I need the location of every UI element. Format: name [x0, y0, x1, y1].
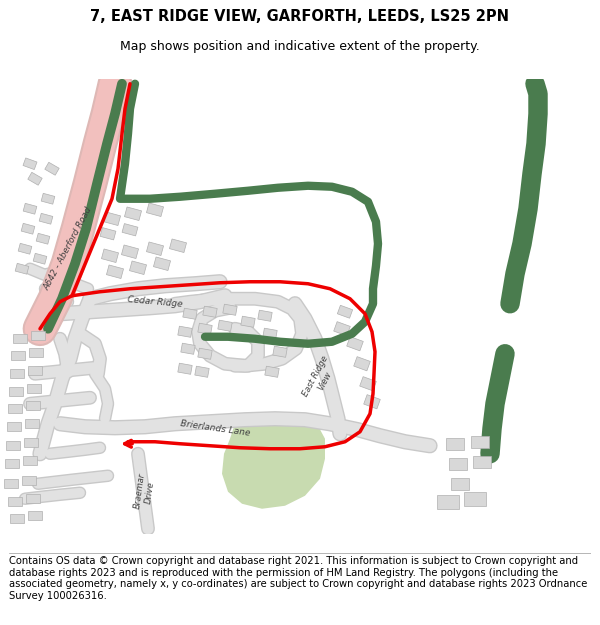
- FancyBboxPatch shape: [25, 419, 39, 428]
- FancyBboxPatch shape: [169, 239, 187, 252]
- FancyBboxPatch shape: [5, 459, 19, 468]
- FancyBboxPatch shape: [360, 377, 376, 391]
- Text: East Ridge
View: East Ridge View: [301, 354, 339, 403]
- FancyBboxPatch shape: [122, 224, 138, 236]
- FancyBboxPatch shape: [18, 243, 32, 254]
- FancyBboxPatch shape: [15, 263, 29, 274]
- FancyBboxPatch shape: [203, 306, 217, 318]
- FancyBboxPatch shape: [446, 438, 464, 450]
- FancyBboxPatch shape: [23, 158, 37, 169]
- FancyBboxPatch shape: [258, 310, 272, 321]
- FancyBboxPatch shape: [28, 173, 42, 185]
- FancyBboxPatch shape: [334, 322, 350, 336]
- FancyBboxPatch shape: [451, 478, 469, 490]
- FancyBboxPatch shape: [354, 357, 370, 371]
- FancyBboxPatch shape: [106, 265, 124, 279]
- FancyBboxPatch shape: [7, 422, 21, 431]
- Polygon shape: [222, 420, 325, 509]
- FancyBboxPatch shape: [178, 326, 192, 338]
- FancyBboxPatch shape: [198, 323, 212, 334]
- Text: Braemar
Drive: Braemar Drive: [133, 472, 157, 511]
- FancyBboxPatch shape: [265, 366, 279, 378]
- FancyBboxPatch shape: [6, 441, 20, 450]
- FancyBboxPatch shape: [121, 245, 139, 259]
- FancyBboxPatch shape: [22, 476, 36, 485]
- FancyBboxPatch shape: [241, 316, 255, 328]
- FancyBboxPatch shape: [28, 366, 42, 375]
- FancyBboxPatch shape: [28, 511, 42, 520]
- FancyBboxPatch shape: [449, 458, 467, 470]
- FancyBboxPatch shape: [130, 261, 146, 274]
- FancyBboxPatch shape: [8, 498, 22, 506]
- FancyBboxPatch shape: [26, 494, 40, 503]
- FancyBboxPatch shape: [100, 228, 116, 240]
- FancyBboxPatch shape: [471, 436, 489, 447]
- FancyBboxPatch shape: [103, 212, 121, 226]
- FancyBboxPatch shape: [124, 207, 142, 221]
- FancyBboxPatch shape: [33, 253, 47, 264]
- FancyBboxPatch shape: [146, 242, 164, 256]
- FancyBboxPatch shape: [8, 404, 22, 413]
- FancyBboxPatch shape: [154, 257, 170, 271]
- FancyBboxPatch shape: [101, 249, 119, 262]
- FancyBboxPatch shape: [464, 492, 486, 506]
- FancyBboxPatch shape: [4, 479, 18, 488]
- FancyBboxPatch shape: [10, 514, 24, 523]
- FancyBboxPatch shape: [223, 304, 237, 315]
- FancyBboxPatch shape: [21, 223, 35, 234]
- FancyBboxPatch shape: [23, 456, 37, 465]
- FancyBboxPatch shape: [36, 233, 50, 244]
- FancyBboxPatch shape: [10, 369, 24, 378]
- FancyBboxPatch shape: [183, 308, 197, 319]
- FancyBboxPatch shape: [29, 348, 43, 358]
- FancyBboxPatch shape: [181, 343, 195, 354]
- FancyBboxPatch shape: [24, 438, 38, 448]
- FancyBboxPatch shape: [26, 401, 40, 410]
- FancyBboxPatch shape: [337, 305, 353, 318]
- FancyBboxPatch shape: [195, 366, 209, 378]
- FancyBboxPatch shape: [9, 388, 23, 396]
- Text: Contains OS data © Crown copyright and database right 2021. This information is : Contains OS data © Crown copyright and d…: [9, 556, 587, 601]
- Text: Brierlands Lane: Brierlands Lane: [179, 419, 251, 438]
- FancyBboxPatch shape: [39, 213, 53, 224]
- FancyBboxPatch shape: [473, 456, 491, 468]
- FancyBboxPatch shape: [178, 363, 192, 374]
- FancyBboxPatch shape: [13, 334, 27, 343]
- Text: Cedar Ridge: Cedar Ridge: [127, 295, 183, 309]
- Text: Map shows position and indicative extent of the property.: Map shows position and indicative extent…: [120, 40, 480, 52]
- FancyBboxPatch shape: [27, 384, 41, 393]
- FancyBboxPatch shape: [364, 394, 380, 409]
- FancyBboxPatch shape: [23, 203, 37, 214]
- FancyBboxPatch shape: [347, 337, 363, 351]
- FancyBboxPatch shape: [218, 320, 232, 331]
- Text: A642 - Aberford Road: A642 - Aberford Road: [42, 206, 94, 292]
- FancyBboxPatch shape: [273, 346, 287, 358]
- FancyBboxPatch shape: [263, 328, 277, 339]
- FancyBboxPatch shape: [11, 351, 25, 360]
- FancyBboxPatch shape: [437, 495, 459, 509]
- FancyBboxPatch shape: [45, 162, 59, 175]
- Text: 7, EAST RIDGE VIEW, GARFORTH, LEEDS, LS25 2PN: 7, EAST RIDGE VIEW, GARFORTH, LEEDS, LS2…: [91, 9, 509, 24]
- FancyBboxPatch shape: [146, 203, 164, 216]
- FancyBboxPatch shape: [31, 331, 45, 340]
- FancyBboxPatch shape: [41, 193, 55, 204]
- FancyBboxPatch shape: [198, 348, 212, 359]
